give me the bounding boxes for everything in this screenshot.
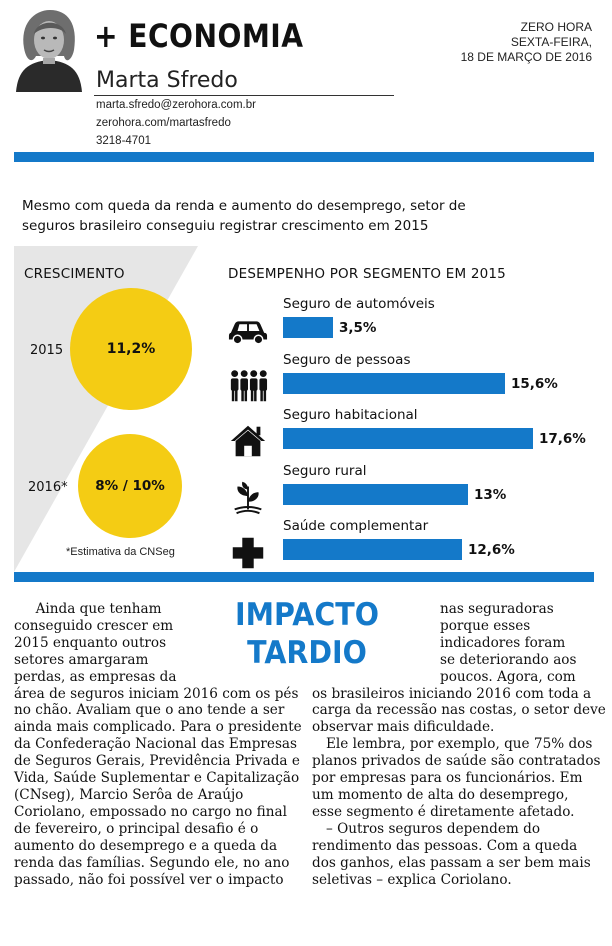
article-column-2: nas seguradoras porque esses indicadores f…	[312, 601, 606, 888]
article-line: um momento de alta do desemprego,	[312, 786, 569, 803]
article-line: indicadores foram	[440, 634, 566, 651]
article-line: aumento do desemprego e a queda da	[14, 837, 278, 854]
health-cross-icon	[232, 537, 264, 569]
article-line: – Outros seguros dependem do	[326, 820, 541, 837]
article-line: porque esses	[440, 617, 531, 634]
segment-value-label: 13%	[474, 486, 507, 503]
article-line: ainda mais complicado. Para o presidente	[14, 719, 302, 736]
article-line: área de seguros iniciam 2016 com os pés	[14, 685, 299, 702]
article-line: Ele lembra, por exemplo, que 75% dos	[326, 736, 593, 753]
segment-label: Seguro rural	[283, 462, 367, 479]
article-line: renda das famílias. Segundo ele, no ano	[14, 854, 290, 871]
article-line: no chão. Avaliam que o ano tende a ser	[14, 702, 285, 719]
article-line: seletivas – explica Coriolano.	[312, 871, 512, 888]
segment-value-label: 3,5%	[339, 320, 377, 336]
article-headline: IMPACTO TARDIO	[221, 596, 392, 672]
top-color-band	[14, 152, 594, 162]
segment-bar	[283, 483, 468, 505]
article-line: passado, não foi possível ver o impacto	[14, 871, 284, 888]
headline-line-1: IMPACTO	[235, 597, 379, 633]
house-icon	[230, 425, 266, 457]
car-icon	[228, 321, 268, 345]
article-line: por empresas para os funcionários. Em	[312, 770, 583, 787]
segment-bar	[283, 428, 533, 449]
article-line: Ainda que tenham	[14, 601, 162, 617]
segment-value-label: 17,6%	[539, 431, 586, 447]
article-line: (CNseg), Marcio Serôa de Araújo	[14, 786, 244, 803]
segment-bar	[283, 372, 505, 394]
article-line: poucos. Agora, com	[440, 668, 576, 685]
section-title: + ECONOMIA	[94, 17, 304, 55]
article-column-1: Ainda que tenham conseguido crescer em 201…	[14, 601, 302, 888]
segment-label: Saúde complementar	[283, 518, 429, 534]
article-line: 2015 enquanto outros	[14, 634, 167, 651]
article-line: planos privados de saúde são contratados	[312, 753, 601, 770]
growth-title: CRESCIMENTO	[24, 266, 125, 282]
growth-2015-circle: 11,2%	[70, 288, 192, 410]
intro-line-1: Mesmo com queda da renda e aumento do de…	[22, 198, 466, 214]
edition-date: 18 DE MARÇO DE 2016	[460, 50, 592, 64]
article-line: dos ganhos, elas passam a ser bem mais	[312, 854, 591, 871]
infographic-intro: Mesmo com queda da renda e aumento do de…	[22, 196, 492, 236]
article-line: observar mais dificuldade.	[312, 719, 495, 736]
article-line: de fevereiro, o principal desafio é o	[14, 820, 259, 837]
article-line: carga da recessão nas costas, o setor de…	[312, 702, 606, 719]
article-line: se deteriorando aos	[440, 651, 577, 668]
article-line: da Confederação Nacional das Empresas	[14, 736, 298, 753]
segment-bar	[283, 539, 462, 560]
segment-label: Seguro de automóveis	[283, 296, 435, 312]
growth-2015-value: 11,2%	[106, 341, 156, 357]
article-line: conseguido crescer em	[14, 617, 174, 634]
article-line: perdas, as empresas da	[14, 668, 177, 685]
segment-value-label: 15,6%	[511, 375, 558, 392]
year-2016-label: 2016*	[28, 480, 68, 495]
intro-line-2: seguros brasileiro conseguiu registrar c…	[22, 218, 429, 234]
growth-2016-circle: 8% / 10%	[78, 434, 182, 538]
segment-value-label: 12,6%	[468, 542, 515, 558]
chart-title: DESEMPENHO POR SEGMENTO EM 2015	[228, 266, 506, 282]
year-2015-label: 2015	[30, 343, 64, 358]
author-divider	[94, 95, 394, 96]
article-line: Vida, Saúde Suplementar e Capitalização	[14, 770, 300, 787]
article-line: nas seguradoras	[440, 601, 554, 617]
growth-2016-value: 8% / 10%	[95, 478, 165, 494]
author-portrait	[6, 4, 92, 92]
article-line: de Seguros Gerais, Previdência Privada e	[14, 753, 300, 770]
article-line: rendimento das pessoas. Com a queda	[312, 837, 578, 854]
article-line: esse segmento é diretamente afetado.	[312, 803, 575, 820]
article-line: Coriolano, empossado no cargo no final	[14, 803, 287, 820]
author-phone: 3218-4701	[96, 135, 151, 147]
headline-line-2: TARDIO	[247, 635, 367, 671]
edition-weekday: SEXTA-FEIRA,	[510, 35, 592, 49]
author-website: zerohora.com/martasfredo	[96, 117, 231, 129]
segment-label: Seguro de pessoas	[283, 351, 411, 368]
article-line: os brasileiros iniciando 2016 com toda a	[312, 685, 592, 702]
plant-icon	[234, 481, 262, 514]
author-name: Marta Sfredo	[96, 68, 238, 93]
article-line: setores amargaram	[14, 651, 149, 668]
growth-footnote: *Estimativa da CNSeg	[66, 546, 175, 558]
segment-bar	[283, 317, 333, 338]
newspaper-name: ZERO HORA	[520, 20, 592, 34]
author-email: marta.sfredo@zerohora.com.br	[96, 99, 256, 111]
masthead: ZERO HORA SEXTA-FEIRA, 18 DE MARÇO DE 20…	[461, 20, 592, 65]
segment-label: Seguro habitacional	[283, 407, 418, 423]
people-icon	[230, 369, 268, 401]
bottom-color-band	[14, 572, 594, 582]
